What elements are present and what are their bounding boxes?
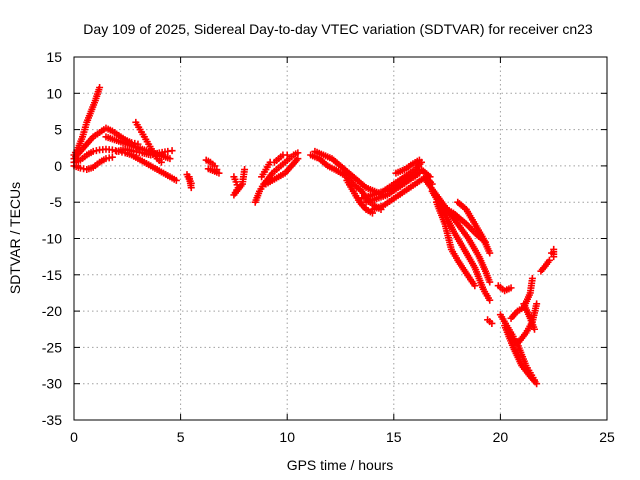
series-arc-10	[230, 166, 249, 199]
y-tick-label: 0	[54, 158, 62, 174]
y-tick-labels: -35 -30 -25 -20 -15 -10 -5 0 5 10 15	[42, 49, 62, 428]
data-point	[108, 153, 116, 161]
data-point	[528, 274, 536, 282]
data-point	[168, 147, 176, 155]
y-tick-label: -35	[42, 412, 62, 428]
y-tick-label: -30	[42, 376, 62, 392]
data-point	[241, 166, 249, 174]
series-arc-34	[537, 256, 553, 275]
series-arc-21	[392, 156, 423, 177]
y-tick-label: -15	[42, 267, 62, 283]
y-tick-label: -25	[42, 339, 62, 355]
data-point	[550, 253, 558, 261]
series-arc-20	[386, 166, 434, 195]
data-point	[488, 319, 496, 327]
data-point	[471, 282, 479, 290]
data-point	[172, 176, 180, 184]
y-tick-label: 5	[54, 122, 62, 138]
data-point	[486, 278, 494, 286]
series-arc-3	[70, 145, 180, 184]
data-point	[166, 155, 174, 163]
data-point	[507, 284, 515, 292]
y-tick-label: -10	[42, 231, 62, 247]
series-arc-1	[70, 83, 104, 159]
x-tick-label: 10	[279, 429, 295, 445]
data-point	[533, 300, 541, 308]
plot-frame	[73, 56, 608, 421]
data-points	[70, 83, 558, 388]
series-arc-27	[484, 316, 496, 327]
data-point	[486, 296, 494, 304]
series-arc-8	[183, 171, 195, 192]
x-axis-label: GPS time / hours	[287, 457, 394, 473]
data-point	[185, 173, 193, 181]
x-tick-label: 20	[493, 429, 509, 445]
grid-lines	[74, 57, 607, 420]
y-tick-label: 15	[46, 49, 62, 65]
series-arc-12	[258, 151, 291, 181]
series-arc-33	[520, 300, 539, 333]
y-tick-label: -5	[50, 194, 63, 210]
x-tick-labels: 0 5 10 15 20 25	[70, 429, 615, 445]
chart-title: Day 109 of 2025, Sidereal Day-to-day VTE…	[83, 21, 593, 37]
y-tick-label: -20	[42, 303, 62, 319]
y-tick-label: 10	[46, 85, 62, 101]
data-point	[96, 83, 104, 91]
x-tick-label: 25	[599, 429, 615, 445]
data-point	[426, 173, 434, 181]
data-point	[157, 158, 165, 166]
series-arc-9	[202, 156, 223, 177]
series-arc-31	[505, 300, 541, 348]
data-point	[486, 249, 494, 257]
series-arc-13	[262, 155, 302, 188]
data-point	[204, 165, 212, 173]
x-tick-label: 15	[386, 429, 402, 445]
data-point	[545, 256, 553, 264]
x-tick-label: 5	[177, 429, 185, 445]
x-tick-label: 0	[70, 429, 78, 445]
series-arc-7	[102, 133, 174, 163]
data-point	[415, 156, 423, 164]
series-arc-15	[311, 147, 387, 199]
data-point	[533, 380, 541, 388]
y-axis-label: SDTVAR / TECUs	[7, 182, 23, 294]
data-point	[294, 155, 302, 163]
data-point	[283, 151, 291, 159]
series-arc-35	[548, 245, 558, 261]
data-point	[531, 325, 539, 333]
series-arc-28	[494, 282, 515, 295]
series-arc-26	[454, 198, 494, 257]
